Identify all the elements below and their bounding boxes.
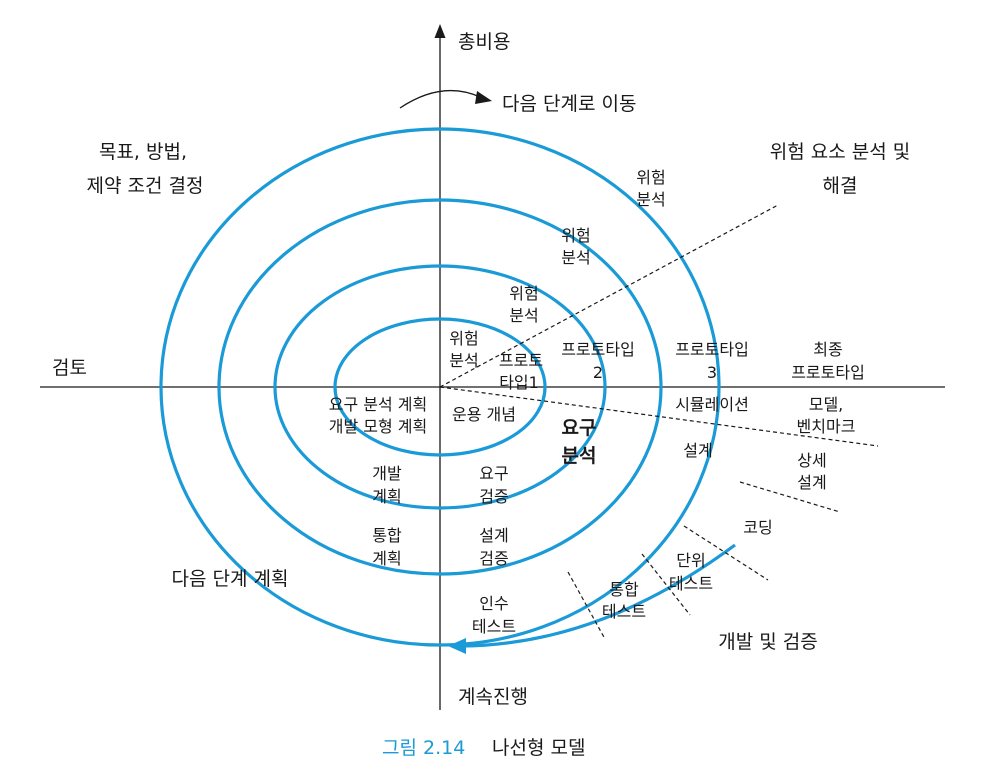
figure-caption-number: 그림 2.14 (382, 737, 465, 759)
requirements-analysis-line2: 분석 (562, 445, 597, 467)
quadrant-top-right-line2: 해결 (823, 175, 858, 197)
risk-analysis-inner-1: 위험 (449, 329, 478, 348)
benchmark-line1: 모델, (809, 395, 844, 414)
plan-line2: 개발 모형 계획 (329, 417, 428, 436)
prototype-2-line1: 프로토타입 (561, 340, 635, 359)
quadrant-top-right-line1: 위험 요소 분석 및 (770, 141, 910, 163)
axis-label-bottom: 계속진행 (458, 686, 528, 708)
plan-phase-labels: 개발 계획 요구 검증 통합 계획 설계 검증 (372, 464, 508, 568)
move-next-arrowhead (475, 91, 492, 104)
prototype-3-line1: 프로토타입 (675, 340, 749, 359)
risk-analysis-ring3-1: 위험 (561, 226, 590, 245)
integration-test-line2: 테스트 (602, 602, 646, 621)
integration-plan-line2: 계획 (372, 549, 401, 568)
risk-analysis-inner-2: 분석 (449, 351, 478, 370)
risk-analysis-outer-2: 분석 (636, 190, 665, 209)
integration-test-line1: 통합 (609, 580, 639, 599)
quadrant-bottom-right: 개발 및 검증 (718, 631, 817, 653)
design-validation-line1: 설계 (479, 526, 508, 545)
detail-design-line1: 상세 (797, 451, 826, 470)
quadrant-bottom-left: 다음 단계 계획 (172, 568, 289, 590)
unit-test-line2: 테스트 (669, 574, 713, 593)
coding: 코딩 (743, 518, 772, 537)
unit-test-divider (641, 553, 691, 616)
risk-analysis-ring2-1: 위험 (509, 284, 538, 303)
spiral-ring-3 (217, 198, 663, 576)
req-validation-line1: 요구 (479, 464, 508, 483)
spiral-exit-arrow (461, 543, 736, 648)
requirements-analysis-line1: 요구 (562, 417, 597, 439)
benchmark-line2: 벤치마크 (797, 417, 856, 436)
detail-design-divider (739, 481, 841, 513)
move-next-arrow (399, 89, 481, 109)
plan-line1: 요구 분석 계획 (329, 395, 428, 414)
risk-analysis-outer-1: 위험 (636, 168, 665, 187)
prototype-1-line2: 타입1 (499, 373, 539, 392)
spiral-rings (159, 127, 721, 647)
center-labels: 요구 분석 계획 개발 모형 계획 운용 개념 요구 분석 (329, 395, 597, 467)
prototype-2-line2: 2 (593, 363, 603, 382)
dev-plan-line1: 개발 (372, 464, 402, 483)
acceptance-test-line1: 인수 (479, 594, 508, 613)
dev-divider (439, 386, 879, 447)
figure-caption-title: 나선형 모델 (492, 737, 585, 759)
design-validation-line2: 검증 (479, 549, 508, 568)
spiral-ring-4 (159, 127, 721, 647)
phase-dividers (439, 204, 879, 640)
quadrant-top-left-line2: 제약 조건 결정 (87, 175, 204, 197)
risk-divider (439, 204, 779, 388)
detail-design-line2: 설계 (797, 473, 826, 492)
dev-phase-labels: 시뮬레이션 모델, 벤치마크 설계 상세 설계 코딩 단위 테스트 통합 테스트… (472, 395, 856, 636)
integration-test-divider (567, 571, 606, 640)
risk-analysis-labels: 위험 분석 위험 분석 위험 분석 위험 분석 (449, 168, 665, 370)
spiral-exit-arrowhead (448, 638, 466, 654)
design: 설계 (683, 441, 712, 460)
spiral-ring-2 (273, 264, 607, 510)
dev-plan-line2: 계획 (372, 487, 401, 506)
simulation: 시뮬레이션 (675, 395, 749, 414)
unit-test-line1: 단위 (676, 551, 705, 570)
integration-plan-line1: 통합 (372, 526, 402, 545)
vertical-axis-arrowhead (434, 24, 446, 38)
axis-label-left: 검토 (52, 357, 87, 379)
coding-divider (683, 525, 769, 581)
acceptance-test-line2: 테스트 (472, 617, 516, 636)
prototype-final-line1: 최종 (813, 340, 842, 359)
prototype-3-line2: 3 (707, 363, 717, 382)
prototype-1-line1: 프로토 (499, 351, 543, 370)
axis-label-top: 총비용 (458, 31, 510, 53)
operation-concept: 운용 개념 (452, 405, 516, 424)
risk-analysis-ring3-2: 분석 (561, 248, 590, 267)
quadrant-top-left-line1: 목표, 방법, (99, 141, 187, 163)
prototype-labels: 프로토 타입1 프로토타입 2 프로토타입 3 최종 프로토타입 (499, 340, 865, 392)
spiral-ring-1 (333, 317, 547, 457)
prototype-final-line2: 프로토타입 (791, 363, 865, 382)
risk-analysis-ring2-2: 분석 (509, 306, 538, 325)
req-validation-line2: 검증 (479, 487, 508, 506)
move-next-label: 다음 단계로 이동 (502, 93, 636, 115)
